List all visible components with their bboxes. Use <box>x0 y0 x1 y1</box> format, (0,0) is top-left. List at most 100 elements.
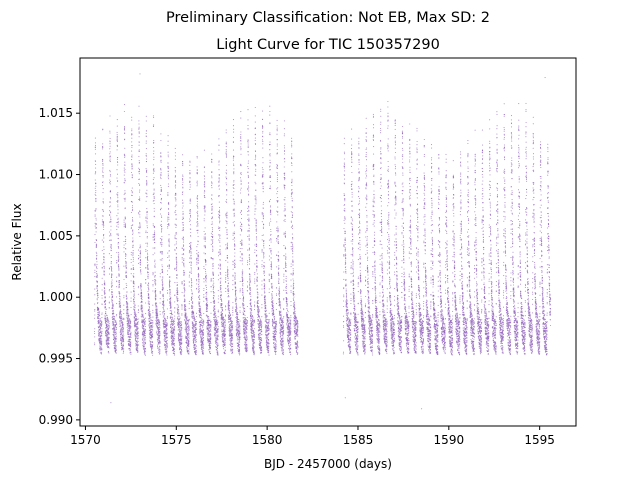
data-point <box>163 302 165 304</box>
data-point <box>207 322 210 324</box>
data-point <box>215 317 218 319</box>
data-point <box>132 257 134 259</box>
data-point <box>112 295 114 297</box>
data-point <box>100 346 102 348</box>
data-point <box>132 260 134 262</box>
data-point <box>160 202 162 204</box>
data-point <box>218 222 221 224</box>
data-point <box>160 171 162 174</box>
data-point <box>203 171 205 173</box>
data-point <box>119 314 121 316</box>
data-point <box>209 331 211 333</box>
data-point <box>104 291 106 293</box>
data-point <box>174 236 176 238</box>
data-point <box>198 285 200 287</box>
data-point <box>175 209 177 212</box>
data-point <box>153 124 155 126</box>
data-point <box>123 341 125 343</box>
data-point <box>212 290 214 293</box>
data-point <box>192 310 194 312</box>
data-point <box>190 252 192 254</box>
chart-title: Light Curve for TIC 150357290 <box>216 37 440 53</box>
data-point <box>147 300 149 302</box>
data-point <box>152 164 154 166</box>
data-point <box>189 172 191 174</box>
data-point <box>167 265 169 267</box>
data-point <box>145 232 147 234</box>
data-point <box>114 340 116 342</box>
data-point <box>118 266 120 268</box>
data-point <box>168 268 170 270</box>
data-point <box>197 253 199 255</box>
data-point <box>160 207 162 209</box>
data-point <box>117 197 119 199</box>
data-point <box>189 188 191 191</box>
data-point <box>159 330 161 332</box>
data-point <box>131 174 133 176</box>
data-point <box>189 160 191 162</box>
data-point <box>123 278 125 281</box>
data-point <box>137 262 140 264</box>
data-point <box>206 299 208 301</box>
data-point <box>131 205 134 207</box>
data-point <box>197 241 199 243</box>
data-point <box>182 163 184 165</box>
data-point <box>116 131 118 133</box>
data-point <box>100 351 102 353</box>
data-point <box>98 313 100 315</box>
data-point <box>151 345 154 347</box>
data-point <box>109 132 111 134</box>
data-point <box>197 243 199 246</box>
data-point <box>205 279 207 281</box>
data-point <box>185 312 187 314</box>
data-point <box>149 314 151 316</box>
data-point <box>95 244 98 246</box>
data-point <box>108 337 110 339</box>
data-point <box>136 345 138 347</box>
data-point <box>109 145 111 147</box>
data-point <box>102 181 104 183</box>
data-point <box>151 338 153 340</box>
data-point <box>181 338 183 340</box>
data-point <box>160 220 162 222</box>
data-point <box>157 317 159 319</box>
data-point <box>218 209 221 211</box>
data-point <box>196 171 198 173</box>
data-point <box>207 328 209 330</box>
data-point <box>195 346 197 348</box>
data-points <box>93 73 552 410</box>
data-point <box>215 335 217 338</box>
data-point <box>153 116 155 119</box>
data-point <box>176 269 178 271</box>
data-point <box>167 193 169 195</box>
data-point <box>111 288 113 290</box>
data-point <box>203 218 205 220</box>
data-point <box>99 345 101 347</box>
data-point <box>106 315 108 317</box>
data-point <box>123 348 125 350</box>
data-point <box>159 241 162 243</box>
data-point <box>124 138 126 140</box>
data-point <box>212 259 214 261</box>
data-point <box>205 284 207 286</box>
data-point <box>141 305 143 307</box>
data-point <box>204 205 206 208</box>
data-point <box>166 323 168 325</box>
data-point <box>205 270 207 272</box>
data-point <box>193 315 195 317</box>
data-point <box>178 312 180 314</box>
data-point <box>173 343 175 345</box>
data-point <box>211 194 213 196</box>
data-point <box>167 195 169 197</box>
data-point <box>98 321 100 323</box>
data-point <box>193 314 195 316</box>
data-point <box>169 284 171 286</box>
data-point <box>94 332 96 334</box>
data-point <box>217 338 219 340</box>
data-point <box>125 253 127 255</box>
data-point <box>205 295 207 298</box>
data-point <box>155 280 157 282</box>
data-point <box>117 223 119 225</box>
data-point <box>163 306 165 308</box>
data-point <box>138 229 140 231</box>
